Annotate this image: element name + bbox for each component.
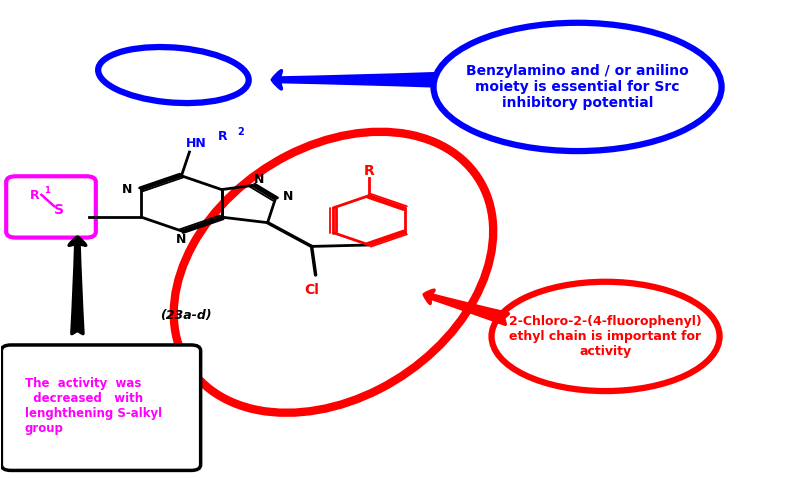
Text: 2: 2 — [237, 127, 244, 137]
Text: Cl: Cl — [304, 283, 318, 297]
FancyBboxPatch shape — [6, 176, 95, 238]
Text: N: N — [253, 173, 264, 186]
FancyBboxPatch shape — [2, 345, 200, 470]
Text: Benzylamino and / or anilino
moiety is essential for Src
inhibitory potential: Benzylamino and / or anilino moiety is e… — [466, 64, 688, 110]
Text: HN: HN — [185, 137, 206, 150]
Text: R: R — [217, 130, 227, 143]
Text: R: R — [30, 189, 40, 202]
Text: (23a-d): (23a-d) — [160, 308, 211, 322]
Text: 1: 1 — [44, 185, 50, 195]
Text: The  activity  was
  decreased   with
lenghthening S-alkyl
group: The activity was decreased with lenghthe… — [25, 377, 162, 435]
Text: N: N — [121, 183, 132, 196]
Text: 2-Chloro-2-(4-fluorophenyl)
ethyl chain is important for
activity: 2-Chloro-2-(4-fluorophenyl) ethyl chain … — [508, 315, 701, 358]
Text: S: S — [54, 203, 64, 217]
Text: R: R — [363, 164, 374, 178]
Text: N: N — [176, 233, 186, 246]
Text: N: N — [282, 190, 293, 203]
